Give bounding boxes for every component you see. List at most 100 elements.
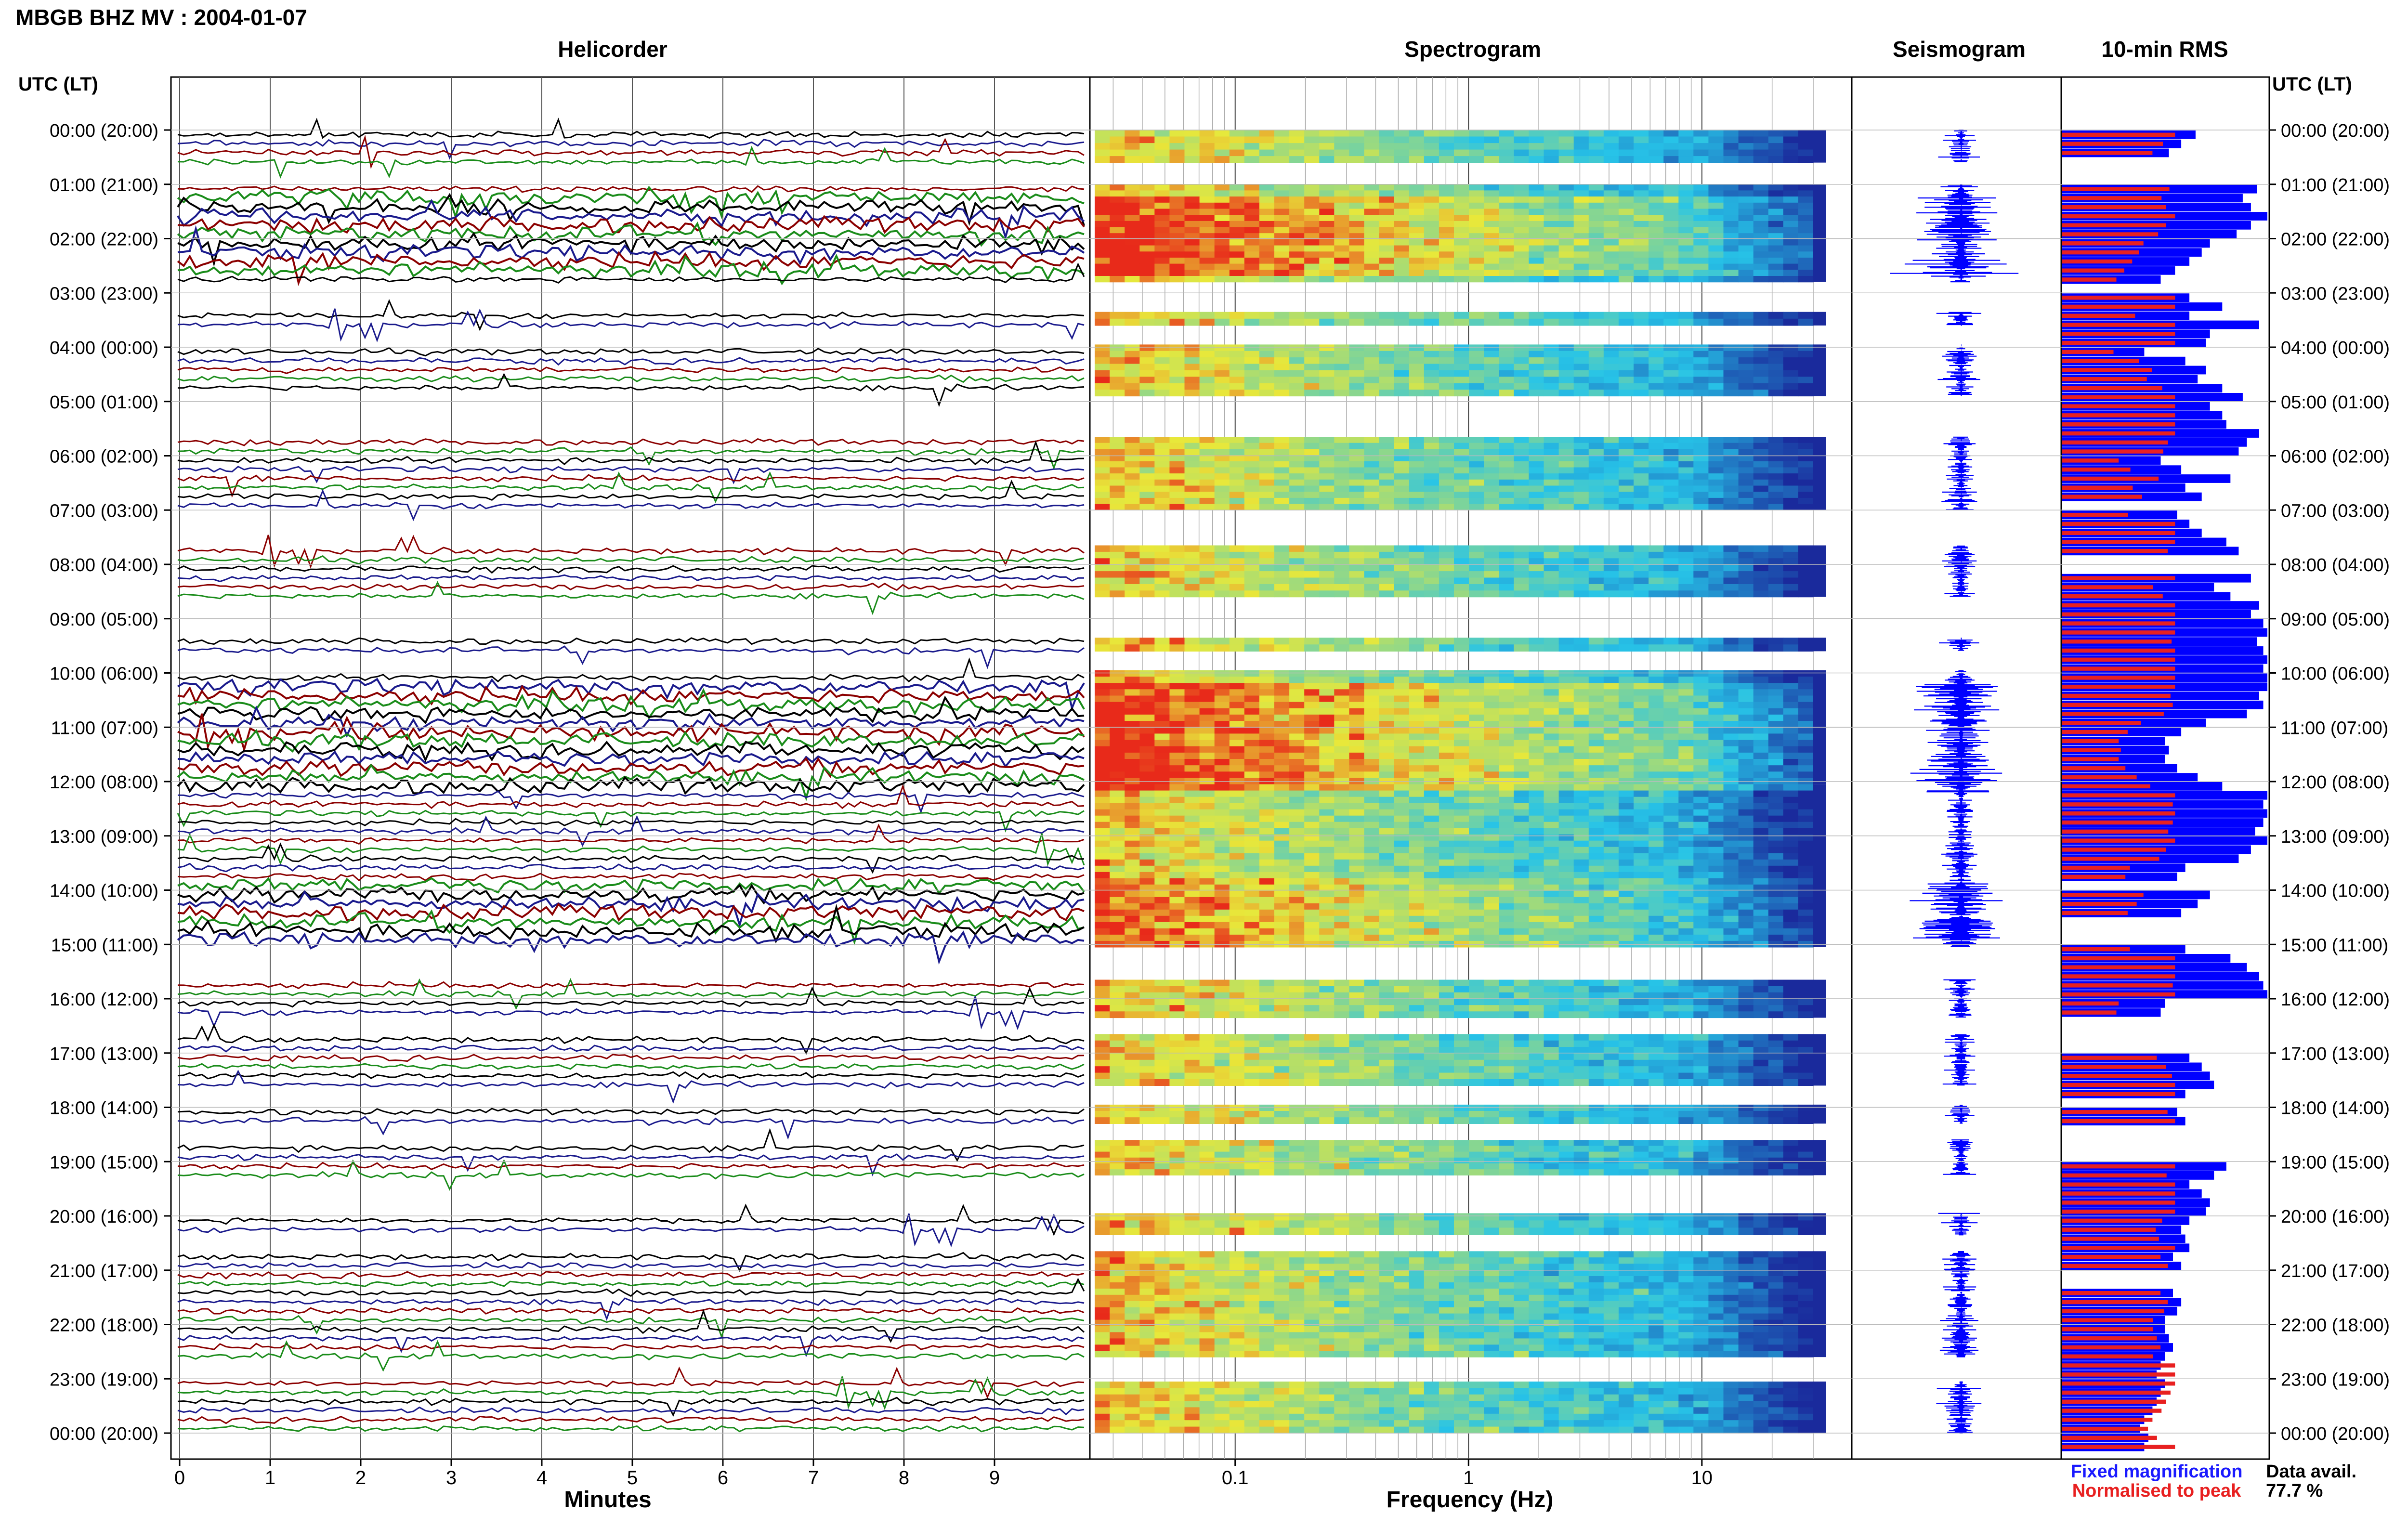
spectrogram-cell <box>1215 558 1230 565</box>
spectrogram-cell <box>1215 264 1230 270</box>
spectrogram-cell <box>1259 872 1275 879</box>
spectrogram-cell <box>1439 546 1454 552</box>
spectrogram-cell <box>1619 209 1634 215</box>
spectrogram-cell <box>1529 872 1544 879</box>
spectrogram-cell <box>1439 258 1454 264</box>
spectrogram-cell <box>1678 866 1694 873</box>
spectrogram-cell <box>1439 903 1454 910</box>
spectrogram-cell <box>1529 835 1544 841</box>
spectrogram-cell <box>1768 872 1784 879</box>
spectrogram-cell <box>1529 670 1544 677</box>
spectrogram-cell <box>1724 702 1739 709</box>
spectrogram-cell <box>1095 143 1110 150</box>
spectrogram-cell <box>1529 184 1544 191</box>
spectrogram-cell <box>1604 590 1619 597</box>
spectrogram-cell <box>1649 910 1664 916</box>
spectrogram-cell <box>1783 480 1799 486</box>
spectrogram-cell <box>1394 270 1410 276</box>
spectrogram-cell <box>1768 251 1784 258</box>
spectrogram-cell <box>1693 872 1709 879</box>
spectrogram-cell <box>1244 239 1260 246</box>
spectrogram-cell <box>1768 727 1784 734</box>
spectrogram-cell <box>1200 784 1215 791</box>
spectrogram-cell <box>1454 740 1469 747</box>
spectrogram-cell <box>1244 565 1260 572</box>
spectrogram-cell <box>1739 251 1754 258</box>
spectrogram-cell <box>1125 370 1140 377</box>
spectrogram-cell <box>1739 835 1754 841</box>
spectrogram-cell <box>1154 239 1170 246</box>
spectrogram-cell <box>1244 203 1260 209</box>
spectrogram-cell <box>1634 746 1649 753</box>
spectrogram-cell <box>1125 860 1140 866</box>
spectrogram-cell <box>1394 498 1410 504</box>
spectrogram-cell <box>1110 190 1125 196</box>
spectrogram-cell <box>1484 841 1499 848</box>
spectrogram-cell <box>1574 473 1589 480</box>
spectrogram-cell <box>1783 377 1799 383</box>
spectrogram-cell <box>1169 251 1185 258</box>
spectrogram-cell <box>1364 571 1380 578</box>
spectrogram-cell <box>1798 344 1814 351</box>
spectrogram-cell <box>1289 227 1305 234</box>
spectrogram-cell <box>1169 357 1185 364</box>
spectrogram-cell <box>1334 468 1349 474</box>
spectrogram-cell <box>1125 584 1140 591</box>
spectrogram-cell <box>1154 897 1170 904</box>
spectrogram-cell <box>1394 546 1410 552</box>
spectrogram-cell <box>1154 771 1170 778</box>
spectrogram-cell <box>1499 578 1514 585</box>
spectrogram-cell <box>1394 565 1410 572</box>
spectrogram-cell <box>1274 841 1290 848</box>
spectrogram-cell <box>1544 239 1559 246</box>
spectrogram-cell <box>1185 377 1200 383</box>
spectrogram-cell <box>1110 860 1125 866</box>
spectrogram-cell <box>1754 986 1769 993</box>
spectrogram-cell <box>1559 377 1574 383</box>
spectrogram-cell <box>1230 835 1245 841</box>
spectrogram-cell <box>1559 443 1574 449</box>
spectrogram-cell <box>1349 390 1364 396</box>
spectrogram-cell <box>1619 130 1634 137</box>
spectrogram-cell <box>1499 702 1514 709</box>
spectrogram-cell <box>1754 312 1769 319</box>
spectrogram-cell <box>1215 344 1230 351</box>
spectrogram-cell <box>1274 480 1290 486</box>
spectrogram-cell <box>1544 143 1559 150</box>
spectrogram-cell <box>1768 486 1784 492</box>
spectrogram-cell <box>1663 473 1679 480</box>
spectrogram-cell <box>1349 571 1364 578</box>
spectrogram-cell <box>1754 803 1769 810</box>
spectrogram-cell <box>1798 980 1814 987</box>
spectrogram-cell <box>1244 196 1260 203</box>
spectrogram-cell <box>1544 221 1559 227</box>
spectrogram-cell <box>1215 239 1230 246</box>
spectrogram-cell <box>1304 803 1320 810</box>
spectrogram-cell <box>1259 715 1275 721</box>
spectrogram-cell <box>1798 390 1814 396</box>
spectrogram-cell <box>1289 702 1305 709</box>
spectrogram-cell <box>1559 980 1574 987</box>
spectrogram-cell <box>1649 344 1664 351</box>
spectrogram-cell <box>1424 922 1440 929</box>
spectrogram-cell <box>1678 715 1694 721</box>
spectrogram-cell <box>1230 383 1245 390</box>
spectrogram-cell <box>1499 891 1514 898</box>
spectrogram-cell <box>1424 156 1440 163</box>
spectrogram-cell <box>1095 816 1110 822</box>
spectrogram-cell <box>1304 344 1320 351</box>
spectrogram-cell <box>1244 903 1260 910</box>
spectrogram-cell <box>1499 370 1514 377</box>
spectrogram-cell <box>1200 986 1215 993</box>
spectrogram-cell <box>1499 866 1514 873</box>
spectrogram-cell <box>1693 390 1709 396</box>
spectrogram-cell <box>1634 565 1649 572</box>
spectrogram-cell <box>1663 258 1679 264</box>
spectrogram-cell <box>1439 828 1454 835</box>
spectrogram-cell <box>1724 897 1739 904</box>
spectrogram-cell <box>1439 370 1454 377</box>
spectrogram-cell <box>1634 357 1649 364</box>
spectrogram-cell <box>1574 866 1589 873</box>
spectrogram-cell <box>1379 264 1395 270</box>
spectrogram-cell <box>1230 143 1245 150</box>
